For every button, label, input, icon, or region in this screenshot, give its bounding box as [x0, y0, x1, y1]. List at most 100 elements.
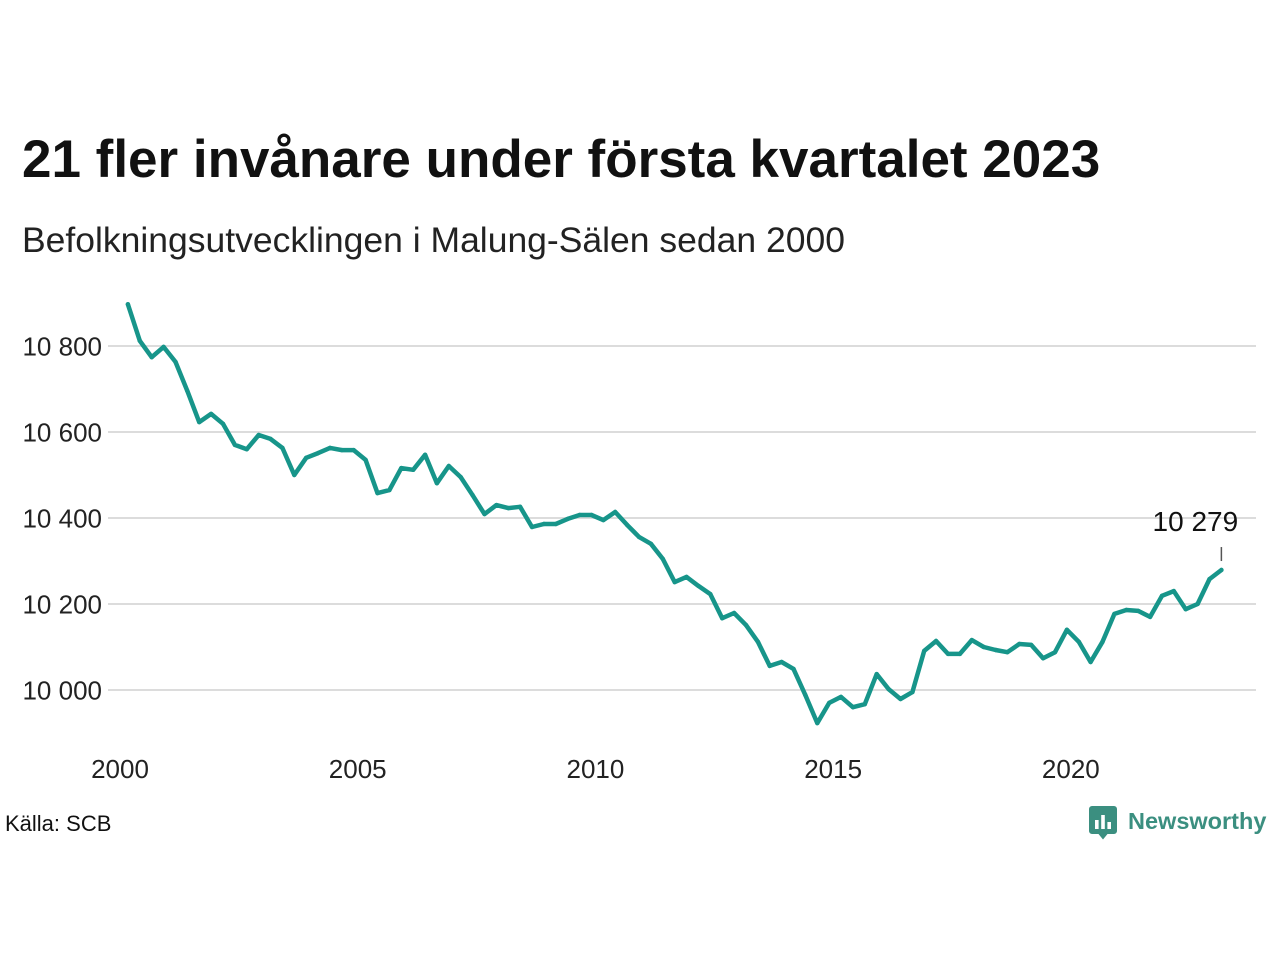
data-point — [1136, 608, 1141, 614]
data-point — [149, 355, 154, 360]
data-point — [815, 720, 820, 726]
data-point — [446, 463, 451, 469]
data-point — [541, 521, 547, 527]
data-point — [1100, 639, 1105, 644]
data-point — [803, 693, 808, 698]
data-point — [898, 696, 903, 702]
x-tick-label: 2005 — [329, 754, 387, 784]
data-point — [1219, 567, 1224, 573]
x-tick-label: 2020 — [1042, 754, 1100, 784]
data-point — [1159, 593, 1165, 598]
data-point — [292, 472, 297, 478]
data-point — [125, 302, 131, 307]
data-point — [933, 638, 939, 644]
data-point — [411, 467, 416, 472]
data-point — [791, 666, 796, 672]
data-point — [993, 647, 998, 653]
y-axis: 10 000 10 200 10 400 10 600 10 800 — [22, 331, 102, 705]
data-point — [363, 457, 368, 463]
data-point — [327, 445, 333, 451]
data-point — [1017, 641, 1022, 647]
data-point — [613, 509, 618, 515]
data-point — [1183, 607, 1188, 612]
data-point — [969, 637, 974, 643]
data-point — [910, 689, 915, 695]
x-tick-label: 2000 — [91, 754, 149, 784]
data-point — [743, 622, 749, 628]
data-point — [636, 534, 642, 540]
data-point — [957, 651, 963, 657]
data-point — [399, 465, 404, 471]
y-tick-label: 10 800 — [22, 331, 102, 361]
data-point — [850, 705, 856, 710]
data-point — [838, 694, 844, 700]
data-point — [220, 421, 226, 426]
data-point — [280, 445, 285, 451]
annotation-label: 10 279 — [1153, 506, 1239, 537]
data-point — [1147, 614, 1153, 620]
data-point — [208, 411, 214, 417]
population-line — [125, 302, 1224, 726]
data-point — [731, 610, 737, 616]
data-point — [1112, 611, 1117, 617]
x-tick-label: 2010 — [566, 754, 624, 784]
data-point — [268, 436, 273, 442]
data-point — [874, 671, 879, 677]
data-point — [197, 419, 202, 425]
data-point — [185, 388, 190, 394]
data-point — [470, 493, 475, 498]
data-point — [1195, 601, 1200, 607]
y-tick-label: 10 200 — [22, 589, 102, 619]
source-note: Källa: SCB — [5, 811, 112, 836]
data-point — [827, 700, 832, 706]
data-point — [1124, 607, 1129, 613]
data-point — [422, 452, 428, 457]
data-point — [755, 639, 761, 644]
data-point — [660, 556, 665, 562]
x-axis: 2000 2005 2010 2015 2020 — [91, 754, 1100, 784]
data-point — [779, 659, 784, 665]
data-point — [351, 447, 356, 453]
chart-title: 21 fler invånare under första kvartalet … — [22, 130, 1101, 189]
data-point — [922, 648, 927, 654]
data-point — [315, 450, 321, 456]
data-point — [1040, 656, 1046, 661]
data-point — [1088, 659, 1093, 665]
data-point — [1171, 588, 1177, 594]
data-point — [1005, 650, 1010, 655]
data-point — [494, 502, 499, 508]
data-point — [1064, 627, 1070, 632]
y-tick-label: 10 000 — [22, 675, 102, 705]
y-gridlines — [108, 345, 1256, 691]
data-point — [1207, 576, 1212, 582]
data-point — [577, 512, 582, 518]
data-point — [767, 663, 772, 669]
data-point — [708, 591, 713, 597]
data-point — [375, 490, 380, 496]
y-tick-label: 10 600 — [22, 417, 102, 447]
data-point — [589, 512, 594, 518]
data-point — [624, 522, 630, 528]
logo-text: Newsworthy — [1128, 807, 1267, 834]
data-point — [517, 504, 523, 509]
data-point — [506, 505, 511, 511]
data-point — [482, 511, 487, 517]
data-point — [1076, 639, 1082, 644]
data-point — [339, 447, 345, 453]
data-point — [684, 574, 689, 580]
data-point — [1029, 642, 1034, 648]
data-point — [648, 541, 654, 546]
chart-subtitle: Befolkningsutvecklingen i Malung-Sälen s… — [22, 220, 845, 260]
data-point — [565, 516, 570, 522]
data-point — [244, 447, 249, 452]
newsworthy-logo: Newsworthy — [1089, 806, 1266, 840]
data-point — [862, 702, 867, 707]
newsworthy-logo-icon — [1089, 806, 1117, 840]
data-point — [696, 583, 701, 589]
data-point — [161, 344, 166, 350]
data-point — [137, 338, 142, 343]
data-points — [125, 302, 1224, 726]
data-point — [173, 359, 178, 365]
x-tick-label: 2015 — [804, 754, 862, 784]
